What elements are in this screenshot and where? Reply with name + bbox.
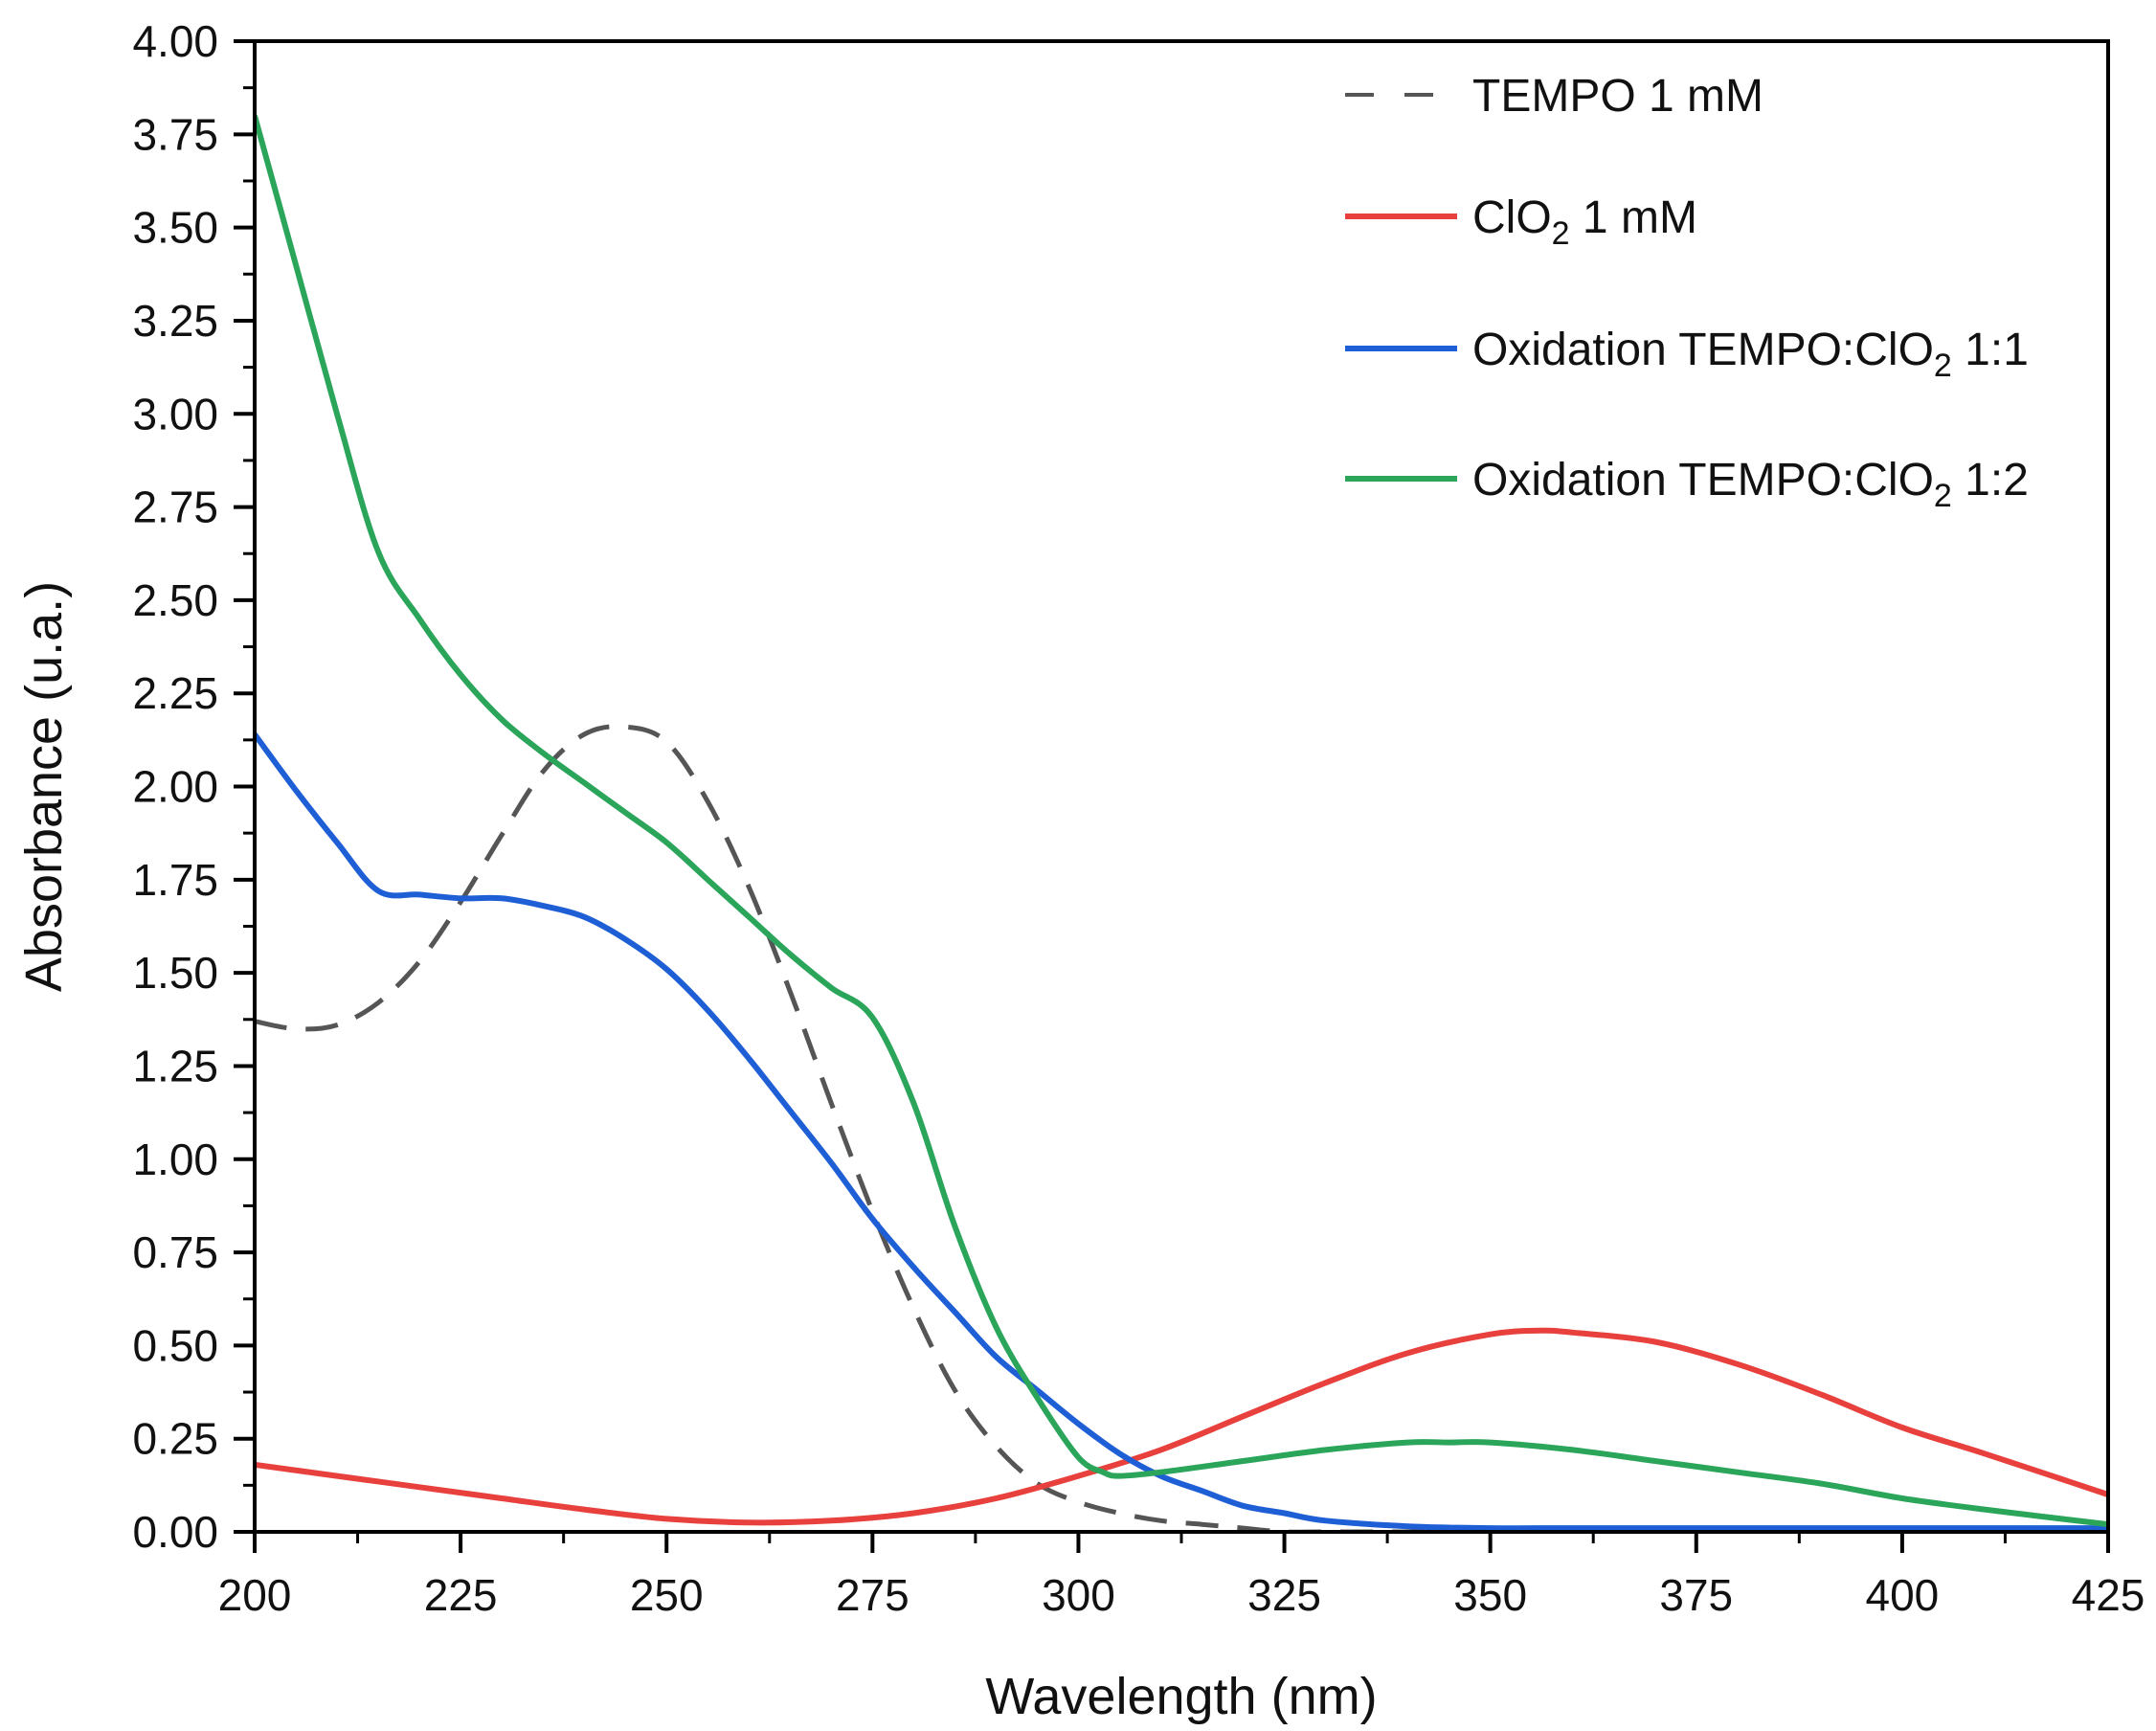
y-tick-label: 2.75 — [132, 483, 218, 532]
x-axis: 200 225 250 275 300 325 350 375 400 425 — [218, 1532, 2145, 1620]
y-tick-label: 4.00 — [132, 16, 218, 66]
y-axis: 0.00 0.25 0.50 0.75 1.00 1.25 1.50 1.75 2.00 2.25… — [132, 16, 255, 1557]
y-tick-label: 3.75 — [132, 109, 218, 159]
x-tick-label: 325 — [1247, 1570, 1321, 1620]
series-layer — [255, 115, 2108, 1532]
y-tick-label: 1.00 — [132, 1135, 218, 1184]
y-tick-label: 3.50 — [132, 203, 218, 253]
y-tick-label: 2.00 — [132, 762, 218, 812]
series-line-4 — [255, 115, 2108, 1528]
y-tick-label: 0.75 — [132, 1227, 218, 1277]
y-tick-label: 2.25 — [132, 668, 218, 718]
x-tick-label: 425 — [2072, 1570, 2145, 1620]
series-line-2 — [255, 1327, 2108, 1526]
y-tick-label: 3.00 — [132, 389, 218, 438]
legend-label-4: Oxidation TEMPO:ClO2 1:2 — [1472, 455, 2029, 514]
y-tick-label: 2.50 — [132, 575, 218, 625]
x-axis-title: Wavelength (nm) — [985, 1668, 1377, 1725]
series-line-3 — [255, 732, 2108, 1532]
y-tick-label: 0.50 — [132, 1320, 218, 1370]
y-tick-label: 1.75 — [132, 855, 218, 905]
x-tick-label: 300 — [1042, 1570, 1115, 1620]
legend: TEMPO 1 mM ClO2 1 mM Oxidation TEMPO:ClO2 … — [1345, 71, 2029, 514]
y-tick-label: 0.00 — [132, 1507, 218, 1557]
series-line-1 — [255, 724, 1573, 1532]
x-tick-label: 275 — [836, 1570, 910, 1620]
y-tick-label: 1.50 — [132, 948, 218, 998]
legend-label-2: ClO2 1 mM — [1472, 192, 1697, 252]
legend-label-3: Oxidation TEMPO:ClO2 1:1 — [1472, 325, 2029, 384]
x-tick-label: 375 — [1659, 1570, 1733, 1620]
legend-label-1: TEMPO 1 mM — [1472, 71, 1763, 122]
x-tick-label: 200 — [218, 1570, 292, 1620]
y-tick-label: 3.25 — [132, 296, 218, 346]
x-tick-label: 250 — [630, 1570, 704, 1620]
x-tick-label: 400 — [1866, 1570, 1940, 1620]
x-tick-label: 350 — [1453, 1570, 1527, 1620]
y-tick-label: 0.25 — [132, 1414, 218, 1464]
y-axis-title: Absorbance (u.a.) — [15, 581, 73, 992]
x-tick-label: 225 — [424, 1570, 498, 1620]
plot-frame — [253, 39, 2110, 1534]
y-tick-label: 1.25 — [132, 1041, 218, 1090]
